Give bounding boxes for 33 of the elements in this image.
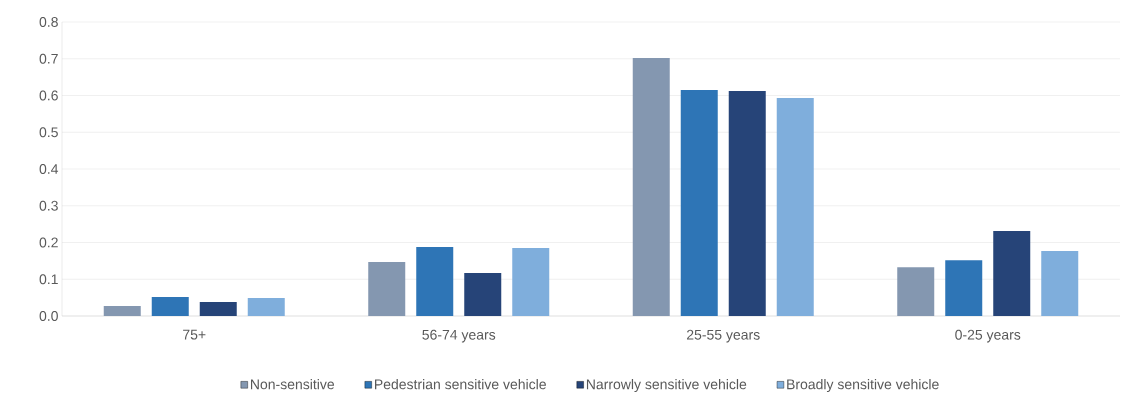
- bar: [728, 91, 766, 316]
- y-tick-label: 0.4: [39, 164, 59, 174]
- legend-label: Narrowly sensitive vehicle: [586, 378, 747, 393]
- y-tick-label: 0.6: [39, 90, 58, 101]
- y-tick-label: 0.8: [39, 17, 58, 27]
- bar: [416, 246, 454, 316]
- bar: [632, 58, 670, 316]
- bar: [247, 297, 285, 316]
- y-tick-label: 0.3: [39, 200, 58, 211]
- y-tick-label: 0.5: [39, 127, 58, 138]
- y-tick-label: 0.7: [39, 53, 58, 64]
- bar: [464, 273, 502, 316]
- bar: [199, 302, 237, 316]
- bar: [680, 89, 718, 316]
- bar: [512, 248, 550, 316]
- bar: [368, 261, 406, 316]
- y-tick-label: 0.1: [39, 274, 58, 285]
- legend-label: Pedestrian sensitive vehicle: [375, 378, 546, 390]
- legend-label: Broadly sensitive vehicle: [787, 378, 939, 393]
- x-tick-label: 56-74 years: [422, 329, 496, 343]
- bar: [776, 98, 814, 316]
- bar: [945, 260, 983, 316]
- x-tick-label: 25-55 years: [686, 329, 760, 343]
- bar: [897, 267, 935, 316]
- bar: [151, 296, 189, 316]
- bar: [1041, 250, 1079, 316]
- legend-label: Non-sensitive: [251, 378, 335, 390]
- x-tick-label: 75+: [183, 329, 206, 340]
- y-tick-label: 0.0: [39, 311, 58, 321]
- y-tick-label: 0.2: [39, 237, 58, 248]
- bar: [993, 231, 1031, 316]
- bar: [103, 306, 141, 316]
- x-tick-label: 0-25 years: [955, 329, 1021, 343]
